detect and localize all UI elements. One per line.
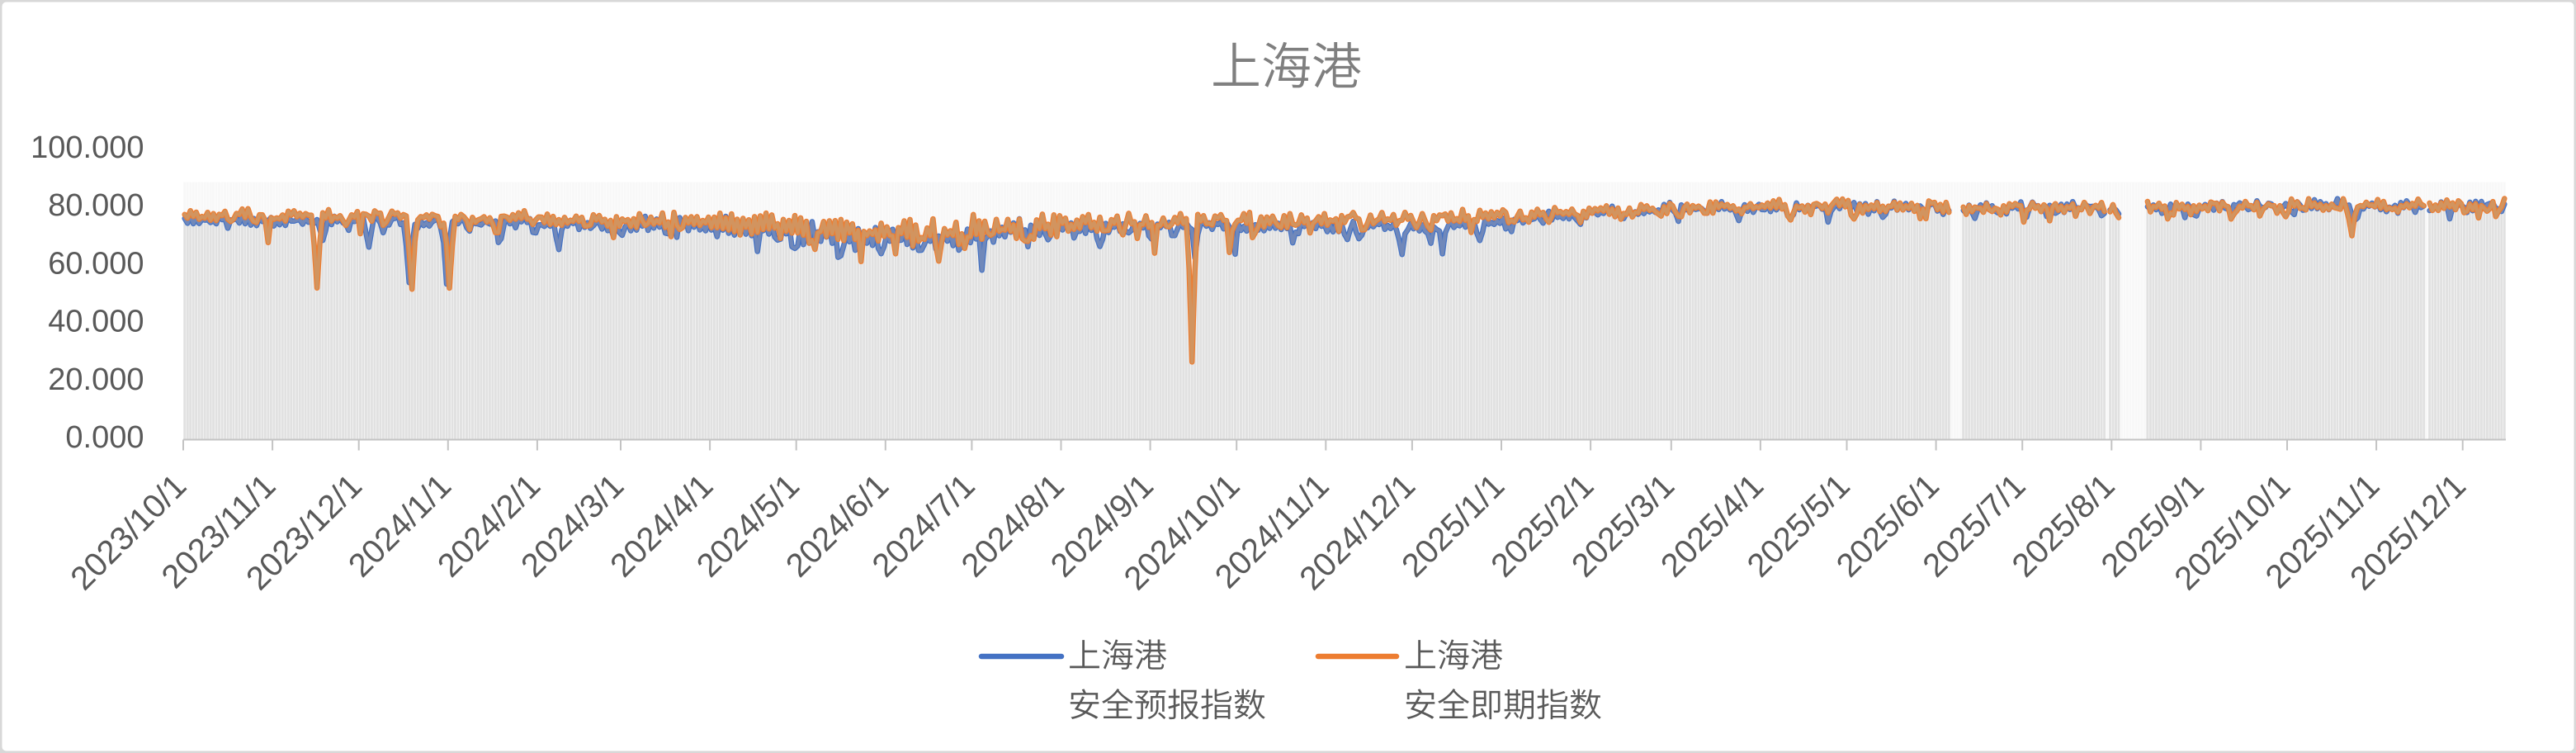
svg-text:60.000: 60.000 [48, 246, 144, 281]
svg-text:100.000: 100.000 [31, 130, 144, 165]
svg-text:40.000: 40.000 [48, 305, 144, 339]
svg-text:0.000: 0.000 [65, 420, 144, 455]
svg-text:80.000: 80.000 [48, 188, 144, 223]
svg-text:20.000: 20.000 [48, 362, 144, 397]
